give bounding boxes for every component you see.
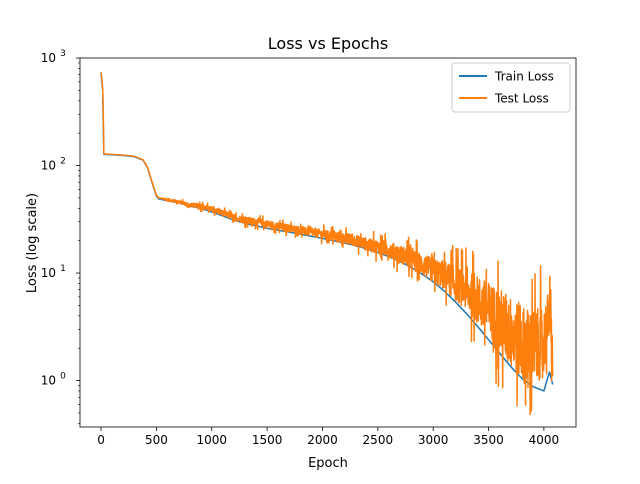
x-tick-label: 4000: [529, 433, 560, 447]
plot-frame: [79, 57, 577, 428]
x-tick-label: 2000: [307, 433, 338, 447]
y-axis-label: Loss (log scale): [25, 193, 40, 293]
x-tick-label: 3000: [418, 433, 449, 447]
y-tick-label: 10: [41, 266, 56, 280]
chart-title: Loss vs Epochs: [268, 34, 388, 53]
series-line-test-loss: [100, 71, 554, 416]
x-tick-label: 0: [97, 433, 105, 447]
legend: Train Loss Test Loss: [451, 62, 571, 113]
y-tick-label-exponent: 0: [60, 372, 66, 382]
x-tick-label: 500: [145, 433, 168, 447]
y-tick-label: 10: [41, 374, 56, 388]
x-axis-label: Epoch: [308, 456, 348, 471]
axes-layer: 0 500 1000 1500 2000 2500 3000 3500 4000 10 0 10 1 10…: [41, 49, 577, 447]
y-tick-label: 10: [41, 51, 56, 65]
y-tick-label: 10: [41, 159, 56, 173]
x-tick-label: 2500: [363, 433, 394, 447]
legend-label: Test Loss: [494, 92, 549, 106]
y-tick-label-exponent: 3: [60, 49, 66, 59]
x-tick-label: 1000: [196, 433, 227, 447]
series-layer: [100, 71, 554, 416]
legend-label: Train Loss: [494, 70, 554, 84]
y-tick-label-exponent: 1: [60, 264, 66, 274]
x-tick-label: 1500: [252, 433, 283, 447]
y-tick-label-exponent: 2: [60, 157, 66, 167]
x-tick-label: 3500: [473, 433, 504, 447]
